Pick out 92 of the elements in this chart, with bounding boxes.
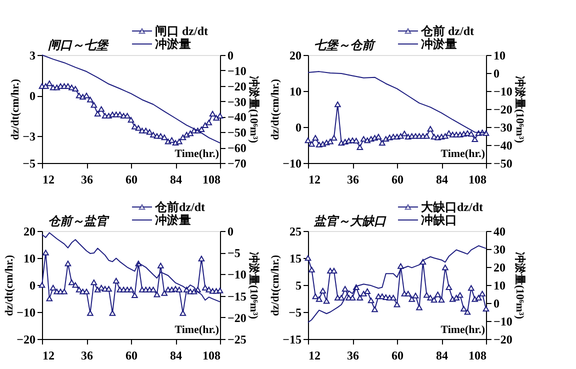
y-tick-label: 0 <box>30 89 36 103</box>
y2-tick-label: −10 <box>228 268 246 282</box>
legend-label: 冲淤量 <box>155 37 191 51</box>
x-axis-title: Time(hr.) <box>174 324 220 336</box>
y-axis-title: dz/dt(cm/hr.) <box>10 78 22 140</box>
legend-label: 仓前 dz/dt <box>420 24 474 38</box>
y-axis-title: dz/dt(cm/hr.) <box>4 254 16 316</box>
x-tick-label: 108 <box>202 348 220 362</box>
y-tick-label: −15 <box>282 332 302 346</box>
y2-tick-label: −70 <box>228 156 246 170</box>
x-tick-label: 84 <box>436 172 448 186</box>
y2-tick-label: −30 <box>228 94 246 109</box>
legend-label: 仓前dz/dt <box>154 200 206 214</box>
y-axis-title: dz/dt(cm/hr.) <box>270 78 282 140</box>
x-tick-label: 108 <box>468 172 486 186</box>
line-series <box>42 54 220 144</box>
y2-tick-label: −50 <box>228 126 246 140</box>
x-tick-label: 60 <box>392 172 404 186</box>
chart-title: 盐官～大缺口 <box>313 214 387 228</box>
y2-tick-label: −30 <box>494 120 512 134</box>
x-tick-label: 12 <box>42 348 54 362</box>
y2-tick-label: 40 <box>494 224 506 238</box>
y2-tick-label: −20 <box>494 102 512 116</box>
y2-tick-label: 10 <box>494 278 506 292</box>
y2-axis-title: 冲淤量(10⁶m³) <box>247 76 260 144</box>
x-tick-label: 36 <box>81 348 93 362</box>
x-tick-label: 60 <box>126 348 138 362</box>
y2-tick-label: 0 <box>228 48 234 62</box>
y2-tick-label: −10 <box>494 84 512 98</box>
x-tick-label: 36 <box>347 172 359 186</box>
y2-tick-label: −50 <box>494 156 512 170</box>
x-axis-title: Time(hr.) <box>440 148 486 160</box>
y2-tick-label: −10 <box>494 314 512 328</box>
y2-tick-label: −20 <box>228 310 246 325</box>
y-tick-label: 15 <box>290 252 302 266</box>
legend-label: 冲缺口 <box>421 213 457 227</box>
y-tick-label: 25 <box>290 224 302 238</box>
x-tick-label: 60 <box>126 172 138 186</box>
chart-title: 七堡～仓前 <box>314 38 376 52</box>
y-tick-label: −5 <box>22 156 36 170</box>
y2-tick-label: 0 <box>494 296 500 310</box>
y2-tick-label: 10 <box>494 48 506 62</box>
x-tick-label: 12 <box>42 172 54 186</box>
y2-tick-label: 30 <box>494 242 506 256</box>
y-tick-label: 10 <box>290 84 302 98</box>
y2-tick-label: −40 <box>228 110 246 124</box>
y-tick-label: −5 <box>288 306 302 320</box>
y-tick-label: 10 <box>24 252 36 266</box>
y2-axis-title: 冲淤量(10⁶m³) <box>513 252 526 320</box>
y2-tick-label: −60 <box>228 141 246 156</box>
x-tick-label: 84 <box>436 348 448 362</box>
y2-axis-title: 冲淤量(10⁶m³) <box>247 252 260 320</box>
y2-tick-label: −25 <box>228 332 246 346</box>
x-tick-label: 60 <box>392 348 404 362</box>
x-axis-title: Time(hr.) <box>174 148 220 160</box>
x-tick-label: 12 <box>308 172 320 186</box>
y-tick-label: 20 <box>290 48 302 62</box>
y2-tick-label: −20 <box>494 332 512 346</box>
y2-tick-label: −20 <box>228 79 246 94</box>
y2-tick-label: −40 <box>494 138 512 152</box>
y2-axis-title: 冲淤量(10⁶m³) <box>513 76 526 144</box>
x-tick-label: 108 <box>468 348 486 362</box>
y2-tick-label: 0 <box>228 224 234 238</box>
chart-title: 闸口～七堡 <box>48 38 110 52</box>
x-axis-title: Time(hr.) <box>440 324 486 336</box>
line-series <box>308 245 486 323</box>
y-axis-title: dz/dt(cm/hr.) <box>270 254 282 316</box>
x-tick-label: 36 <box>347 348 359 362</box>
y-tick-label: 0 <box>296 120 302 134</box>
x-tick-label: 84 <box>170 172 182 186</box>
y2-tick-label: −10 <box>228 64 246 78</box>
legend-label: 大缺口dz/dt <box>421 200 484 214</box>
chart-title: 仓前～盐官 <box>48 214 110 228</box>
y-tick-label: −20 <box>16 332 36 346</box>
x-tick-label: 108 <box>202 172 220 186</box>
legend-label: 冲淤量 <box>155 213 191 227</box>
y-tick-label: 0 <box>30 278 36 292</box>
x-tick-label: 36 <box>81 172 93 186</box>
y-tick-label: −10 <box>282 156 302 170</box>
x-tick-label: 84 <box>170 348 182 362</box>
y2-tick-label: −5 <box>228 246 240 260</box>
x-tick-label: 12 <box>308 348 320 362</box>
y-tick-label: −10 <box>16 306 36 320</box>
y-tick-label: −3 <box>22 130 36 144</box>
y2-tick-label: 20 <box>494 260 506 274</box>
y2-tick-label: −15 <box>228 289 246 304</box>
y-tick-label: 3 <box>30 48 36 62</box>
legend-label: 闸口 dz/dt <box>155 24 208 38</box>
y2-tick-label: 0 <box>494 66 500 80</box>
legend-label: 冲淤量 <box>421 37 457 51</box>
y-tick-label: 20 <box>24 224 36 238</box>
y-tick-label: 5 <box>296 278 302 292</box>
